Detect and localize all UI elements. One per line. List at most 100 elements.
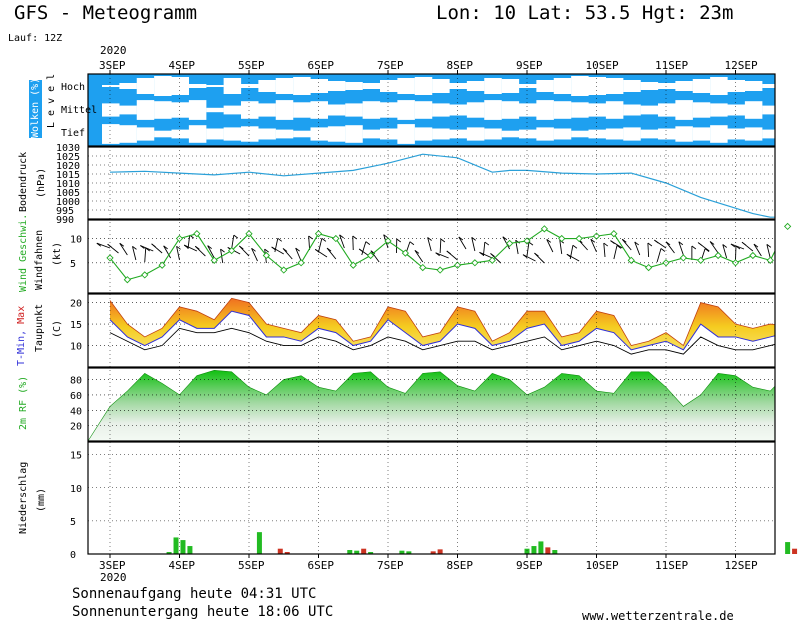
cloud-cell	[188, 100, 207, 120]
day-label-top: 10SEP	[586, 59, 619, 72]
cloud-cell	[136, 127, 155, 141]
wind-barb-feather	[566, 253, 572, 258]
wind-barb-feather	[471, 236, 476, 241]
wind-speed-point	[627, 256, 635, 264]
wind-barb	[144, 248, 147, 263]
day-label-bottom: 7SEP	[377, 559, 404, 572]
wind-barb-feather	[697, 242, 703, 246]
cloud-cell	[188, 125, 207, 143]
wind-barb	[427, 237, 432, 252]
clouds-axis-label: Wolken (%)	[30, 78, 41, 138]
day-label-bottom: 9SEP	[516, 559, 543, 572]
wind-speed-point	[297, 259, 305, 267]
wind-barb-feather	[414, 250, 420, 254]
cloud-cell	[744, 127, 763, 141]
cloud-cell	[553, 101, 572, 119]
wind-speed-line	[109, 228, 775, 281]
precip-bar	[173, 537, 179, 554]
wind-barb-feather	[435, 252, 440, 257]
precip-bar	[792, 548, 798, 554]
wind-speed-point	[245, 230, 253, 238]
wind-speed-point	[610, 230, 618, 238]
level-axis-label: L e v e l	[46, 74, 57, 128]
cloud-cell	[536, 100, 554, 120]
wind-barb-feather	[616, 244, 622, 249]
cloud-cell	[136, 78, 155, 94]
wind-speed-point	[366, 251, 375, 260]
wind-speed-point	[453, 261, 462, 269]
cloud-cell	[206, 107, 224, 113]
cloud-cell	[605, 78, 624, 94]
tmax-label: Max	[16, 306, 27, 324]
cloud-cell	[310, 101, 328, 119]
cloud-cell	[779, 82, 798, 90]
cloud-cell	[536, 80, 554, 92]
wind-barb-feather	[140, 245, 145, 249]
wind-barb-feather	[264, 248, 269, 253]
precip-bar	[180, 540, 186, 554]
panel-frame-wind	[87, 219, 776, 294]
pressure-tick-label: 1005	[56, 188, 80, 199]
temperature-tick-label: 10	[70, 342, 82, 353]
wind-barb-feather	[195, 245, 200, 250]
wind-barb-feather	[502, 236, 508, 241]
cloud-cell	[241, 84, 259, 88]
cloud-cell	[119, 105, 137, 115]
cloud-cell	[293, 130, 311, 138]
wind-speed-point	[592, 232, 601, 240]
wind-barb-feather	[766, 244, 772, 248]
wind-barb-feather	[409, 241, 415, 246]
cloud-cell	[397, 124, 415, 144]
cloud-cell	[171, 77, 189, 95]
wind-barb	[361, 241, 367, 256]
cloud-cell	[223, 78, 242, 94]
cloud-cell	[727, 104, 745, 116]
wind-speed-point	[262, 251, 271, 260]
pressure-tick-label: 1015	[56, 170, 80, 181]
cloud-cell	[658, 128, 676, 140]
cloud-cell	[519, 103, 537, 117]
day-label-bottom: 5SEP	[238, 559, 265, 572]
humidity-tick-label: 60	[70, 391, 82, 402]
temperature-range-area	[110, 298, 775, 350]
wind-speed-point	[280, 266, 288, 274]
day-label-top: 9SEP	[516, 59, 543, 72]
temperature-max-line	[109, 297, 775, 347]
cloud-cell	[501, 79, 520, 93]
wind-barb-feather	[647, 242, 653, 247]
cloud-cell	[605, 101, 624, 119]
wind-barb-feather	[780, 249, 784, 252]
cloud-cell	[675, 100, 693, 120]
cloud-cell	[588, 77, 606, 95]
wind-barb-feather	[352, 235, 358, 240]
wind-barb	[479, 251, 493, 259]
wind-speed-point	[332, 234, 340, 243]
wind-barb	[722, 244, 728, 259]
cloud-cell	[258, 128, 276, 140]
cloud-cell	[501, 130, 520, 138]
humidity-axis-label: 2m RF (%)	[18, 376, 29, 430]
wind-barb-feather	[634, 241, 640, 246]
cloud-cell	[345, 125, 363, 143]
cloud-cell	[275, 78, 294, 94]
wind-barb	[176, 246, 180, 261]
cloud-cell	[501, 101, 520, 119]
cloud-cell	[345, 103, 363, 117]
cloud-cell	[484, 128, 502, 140]
pressure-tick-label: 1025	[56, 152, 80, 163]
cloud-cell	[623, 127, 641, 141]
humidity-tick-label: 20	[70, 422, 82, 433]
precip-bar	[430, 551, 436, 554]
wind-barb-feather	[107, 243, 112, 248]
cloud-cell	[380, 128, 398, 140]
precip-bar	[284, 552, 290, 554]
wind-speed-point	[697, 256, 705, 264]
day-label-bottom: 12SEP	[725, 559, 758, 572]
cloud-cell	[449, 83, 467, 89]
wind-barb	[786, 245, 796, 254]
wind-barb	[96, 242, 111, 249]
cloud-cell	[206, 85, 224, 87]
wind-barb-feather	[522, 254, 528, 259]
cloud-cell	[762, 84, 780, 88]
model-run: Lauf: 12Z	[8, 33, 63, 44]
